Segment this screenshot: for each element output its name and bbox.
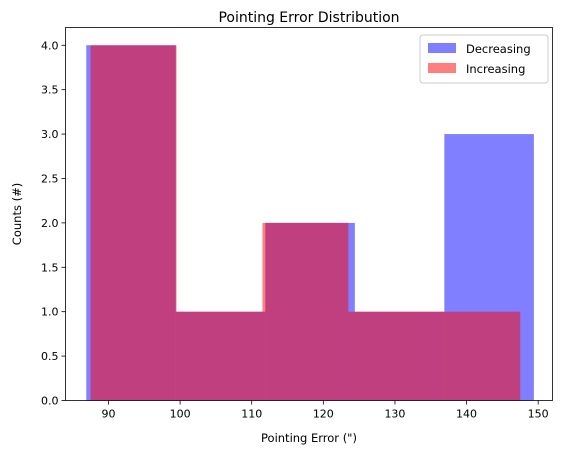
- x-tick-label: 90: [101, 408, 115, 421]
- y-tick-label: 1.5: [41, 261, 59, 274]
- chart-title: Pointing Error Distribution: [218, 10, 399, 26]
- histogram-bars: [86, 45, 534, 401]
- y-tick-label: 4.0: [41, 39, 59, 52]
- histogram-bar-increasing-4: [434, 311, 521, 401]
- legend-label-increasing: Increasing: [466, 62, 525, 76]
- y-tick-label: 1.0: [41, 306, 59, 319]
- legend-swatch-increasing: [428, 63, 456, 73]
- legend: Decreasing Increasing: [419, 34, 549, 84]
- x-tick-label: 150: [528, 408, 549, 421]
- legend-swatch-decreasing: [428, 43, 456, 53]
- y-tick-label: 0.0: [41, 395, 59, 408]
- x-tick-label: 110: [241, 408, 262, 421]
- y-tick-label: 3.0: [41, 128, 59, 141]
- x-tick-label: 140: [456, 408, 477, 421]
- x-axis: 90 100 110 120 130 140 150: [101, 400, 549, 421]
- x-tick-label: 120: [313, 408, 334, 421]
- histogram-bar-increasing-2: [262, 222, 349, 401]
- x-axis-label: Pointing Error ("): [261, 431, 357, 445]
- y-tick-label: 2.5: [41, 172, 59, 185]
- y-axis-label: Counts (#): [10, 183, 24, 245]
- histogram-bar-increasing-3: [348, 311, 435, 401]
- y-axis: 0.0 0.5 1.0 1.5 2.0 2.5 3.0 3.5 4.0: [41, 39, 66, 408]
- histogram-bar-increasing-0: [90, 45, 177, 401]
- x-tick-label: 130: [384, 408, 405, 421]
- plot-frame: [65, 27, 553, 401]
- y-tick-label: 2.0: [41, 217, 59, 230]
- legend-label-decreasing: Decreasing: [466, 42, 531, 56]
- y-tick-label: 3.5: [41, 84, 59, 97]
- x-tick-label: 100: [170, 408, 191, 421]
- y-tick-label: 0.5: [41, 350, 59, 363]
- histogram-bar-increasing-1: [176, 311, 263, 401]
